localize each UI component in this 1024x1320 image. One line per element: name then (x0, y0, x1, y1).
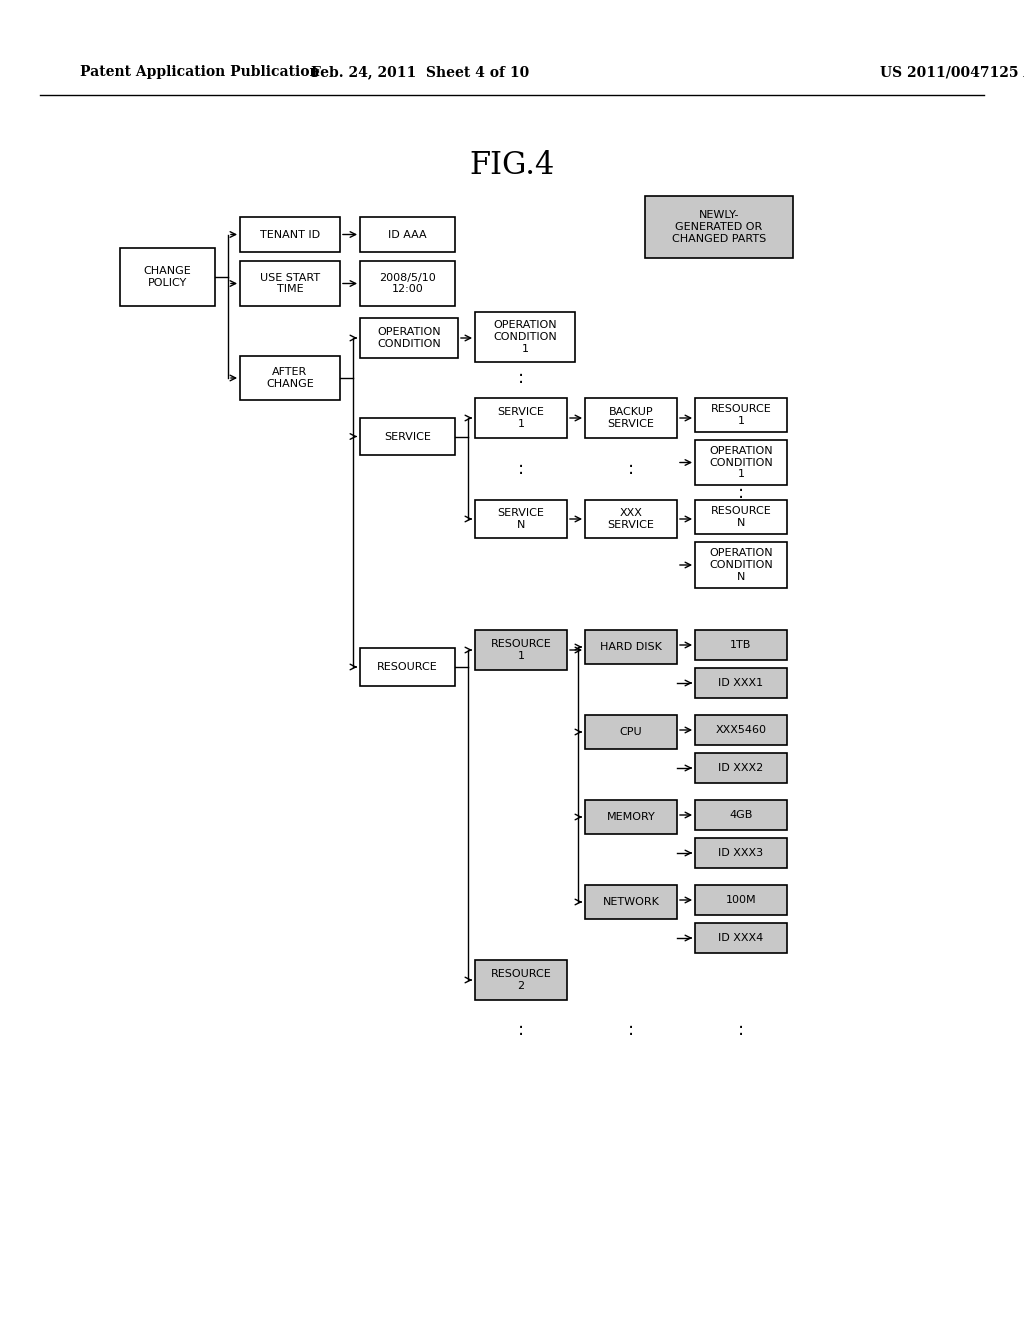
Text: CHANGE
POLICY: CHANGE POLICY (143, 267, 191, 288)
Text: :: : (628, 1020, 634, 1039)
Bar (240, 216, 340, 252)
Bar (695, 399, 787, 432)
Text: BACKUP
SERVICE: BACKUP SERVICE (607, 407, 654, 429)
Text: SERVICE: SERVICE (384, 432, 431, 441)
Text: :: : (738, 1020, 744, 1039)
Bar (360, 216, 455, 252)
Text: RESOURCE
1: RESOURCE 1 (490, 639, 551, 661)
Text: OPERATION
CONDITION
1: OPERATION CONDITION 1 (494, 321, 557, 354)
Text: TENANT ID: TENANT ID (260, 230, 321, 239)
Text: NEWLY-
GENERATED OR
CHANGED PARTS: NEWLY- GENERATED OR CHANGED PARTS (672, 210, 766, 244)
Text: ID XXX3: ID XXX3 (719, 847, 764, 858)
Bar (695, 800, 787, 830)
Bar (695, 668, 787, 698)
Bar (695, 884, 787, 915)
Bar (695, 500, 787, 535)
Text: FIG.4: FIG.4 (469, 149, 555, 181)
Text: :: : (738, 483, 744, 502)
Bar (475, 960, 567, 1001)
Bar (585, 800, 677, 834)
Text: USE START
TIME: USE START TIME (260, 273, 321, 294)
Bar (475, 630, 567, 671)
Bar (475, 312, 575, 362)
Text: 4GB: 4GB (729, 810, 753, 820)
Bar (585, 500, 677, 539)
Bar (695, 838, 787, 869)
Text: 100M: 100M (726, 895, 757, 906)
Text: HARD DISK: HARD DISK (600, 642, 662, 652)
Bar (585, 884, 677, 919)
Text: RESOURCE
2: RESOURCE 2 (490, 969, 551, 991)
Bar (120, 248, 215, 306)
Text: XXX
SERVICE: XXX SERVICE (607, 508, 654, 529)
Bar (360, 261, 455, 306)
Text: RESOURCE
N: RESOURCE N (711, 506, 771, 528)
Bar (695, 630, 787, 660)
Text: ID XXX1: ID XXX1 (719, 678, 764, 688)
Text: ID AAA: ID AAA (388, 230, 427, 239)
Text: AFTER
CHANGE: AFTER CHANGE (266, 367, 314, 389)
Bar (240, 356, 340, 400)
Bar (475, 500, 567, 539)
Text: :: : (628, 459, 634, 478)
Text: RESOURCE
1: RESOURCE 1 (711, 404, 771, 426)
Bar (695, 543, 787, 587)
Bar (475, 399, 567, 438)
Bar (585, 715, 677, 748)
Text: Patent Application Publication: Patent Application Publication (80, 65, 319, 79)
Text: SERVICE
1: SERVICE 1 (498, 407, 545, 429)
Bar (585, 630, 677, 664)
Bar (585, 399, 677, 438)
Bar (645, 195, 793, 257)
Text: :: : (518, 370, 524, 387)
Bar (695, 715, 787, 744)
Text: :: : (518, 1020, 524, 1039)
Text: Feb. 24, 2011  Sheet 4 of 10: Feb. 24, 2011 Sheet 4 of 10 (311, 65, 529, 79)
Bar (695, 440, 787, 484)
Text: OPERATION
CONDITION
N: OPERATION CONDITION N (710, 548, 773, 582)
Text: US 2011/0047125 A1: US 2011/0047125 A1 (880, 65, 1024, 79)
Text: ID XXX2: ID XXX2 (719, 763, 764, 774)
Bar (360, 318, 458, 358)
Bar (360, 418, 455, 455)
Bar (695, 923, 787, 953)
Text: XXX5460: XXX5460 (716, 725, 767, 735)
Bar (360, 648, 455, 686)
Text: NETWORK: NETWORK (602, 898, 659, 907)
Text: MEMORY: MEMORY (606, 812, 655, 822)
Text: 1TB: 1TB (730, 640, 752, 649)
Text: :: : (518, 459, 524, 478)
Bar (240, 261, 340, 306)
Bar (695, 752, 787, 783)
Text: RESOURCE: RESOURCE (377, 663, 438, 672)
Text: OPERATION
CONDITION: OPERATION CONDITION (377, 327, 441, 348)
Text: OPERATION
CONDITION
1: OPERATION CONDITION 1 (710, 446, 773, 479)
Text: ID XXX4: ID XXX4 (719, 933, 764, 942)
Text: CPU: CPU (620, 727, 642, 737)
Text: 2008/5/10
12:00: 2008/5/10 12:00 (379, 273, 436, 294)
Text: SERVICE
N: SERVICE N (498, 508, 545, 529)
